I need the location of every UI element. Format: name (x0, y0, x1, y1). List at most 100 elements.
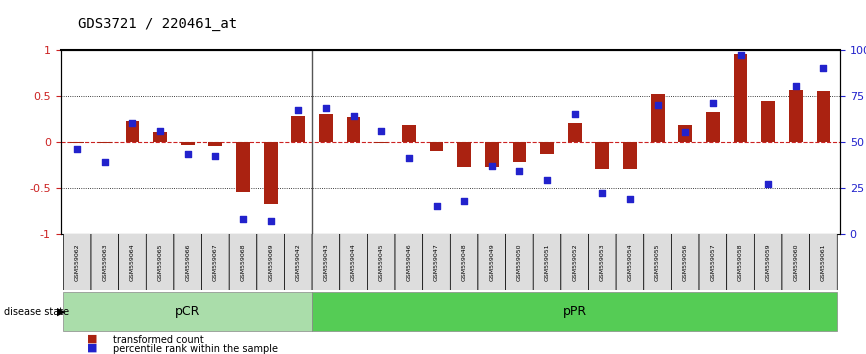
FancyBboxPatch shape (174, 233, 202, 291)
Text: GSM559048: GSM559048 (462, 243, 467, 281)
FancyBboxPatch shape (506, 233, 533, 291)
FancyBboxPatch shape (782, 233, 810, 291)
FancyBboxPatch shape (423, 233, 450, 291)
Point (761, 181, 775, 187)
FancyBboxPatch shape (589, 233, 616, 291)
FancyBboxPatch shape (119, 233, 146, 291)
FancyBboxPatch shape (63, 292, 312, 331)
Point (540, 177, 554, 183)
Point (596, 190, 610, 196)
Text: GSM559049: GSM559049 (489, 243, 494, 281)
Point (402, 155, 416, 161)
FancyBboxPatch shape (229, 233, 257, 291)
Bar (430, 142, 443, 151)
Point (789, 84, 803, 89)
Text: GSM559064: GSM559064 (130, 243, 135, 281)
Bar (734, 54, 747, 142)
Point (319, 105, 333, 111)
Text: ■: ■ (87, 342, 97, 353)
Text: GSM559063: GSM559063 (102, 243, 107, 281)
FancyBboxPatch shape (643, 233, 671, 291)
Text: ■: ■ (87, 333, 97, 344)
Text: pCR: pCR (175, 305, 200, 318)
Bar (817, 91, 830, 142)
Bar (485, 142, 499, 167)
FancyBboxPatch shape (367, 233, 395, 291)
Text: GSM559061: GSM559061 (821, 243, 826, 281)
Bar (513, 142, 527, 162)
Bar (457, 142, 471, 167)
FancyBboxPatch shape (810, 233, 837, 291)
Bar (568, 123, 582, 142)
Text: GSM559044: GSM559044 (351, 243, 356, 281)
Text: GSM559059: GSM559059 (766, 243, 771, 281)
Point (457, 198, 471, 203)
Text: pPR: pPR (563, 305, 587, 318)
Text: disease state: disease state (4, 307, 69, 316)
Bar (789, 90, 803, 142)
Text: GSM559069: GSM559069 (268, 243, 273, 281)
Point (430, 203, 443, 209)
Point (650, 102, 664, 108)
Bar (264, 142, 278, 204)
Text: GSM559050: GSM559050 (517, 243, 522, 281)
FancyBboxPatch shape (91, 233, 119, 291)
Point (153, 128, 167, 133)
FancyBboxPatch shape (699, 233, 727, 291)
Text: GSM559068: GSM559068 (241, 243, 246, 281)
Point (126, 120, 139, 126)
Bar (181, 142, 195, 145)
FancyBboxPatch shape (754, 233, 782, 291)
Point (98, 159, 112, 165)
Text: GSM559060: GSM559060 (793, 243, 798, 281)
Text: GSM559043: GSM559043 (323, 243, 328, 281)
Bar (540, 142, 554, 154)
Point (734, 52, 747, 58)
FancyBboxPatch shape (257, 233, 285, 291)
Point (70, 146, 84, 152)
FancyBboxPatch shape (339, 233, 367, 291)
Text: GSM559056: GSM559056 (682, 243, 688, 281)
Point (374, 128, 388, 133)
FancyBboxPatch shape (478, 233, 506, 291)
Bar (346, 117, 360, 142)
Point (236, 216, 250, 222)
Text: GSM559053: GSM559053 (600, 243, 604, 281)
Text: GSM559058: GSM559058 (738, 243, 743, 281)
Text: GSM559046: GSM559046 (406, 243, 411, 281)
Text: GSM559045: GSM559045 (378, 243, 384, 281)
Text: GSM559054: GSM559054 (628, 243, 632, 281)
Bar (98, 142, 112, 143)
Bar (126, 121, 139, 142)
Text: GSM559055: GSM559055 (655, 243, 660, 281)
Bar (70, 142, 84, 143)
Bar (623, 142, 637, 169)
Bar (236, 142, 250, 192)
Point (485, 163, 499, 169)
FancyBboxPatch shape (146, 233, 174, 291)
FancyBboxPatch shape (616, 233, 643, 291)
Text: percentile rank within the sample: percentile rank within the sample (113, 343, 278, 354)
FancyBboxPatch shape (63, 233, 91, 291)
Bar (678, 125, 692, 142)
FancyBboxPatch shape (727, 233, 754, 291)
Point (513, 168, 527, 174)
Text: GSM559067: GSM559067 (213, 243, 218, 281)
Text: GSM559057: GSM559057 (710, 243, 715, 281)
Text: GSM559062: GSM559062 (74, 243, 80, 281)
FancyBboxPatch shape (312, 292, 837, 331)
Text: GSM559051: GSM559051 (545, 243, 550, 281)
Bar (153, 132, 167, 142)
Point (623, 196, 637, 201)
Point (706, 100, 720, 106)
Text: GSM559047: GSM559047 (434, 243, 439, 281)
Point (181, 152, 195, 157)
Text: GSM559066: GSM559066 (185, 243, 191, 281)
Bar (374, 142, 388, 143)
Text: GSM559042: GSM559042 (296, 243, 301, 281)
FancyBboxPatch shape (671, 233, 699, 291)
FancyBboxPatch shape (202, 233, 229, 291)
Point (291, 108, 305, 113)
Text: GDS3721 / 220461_at: GDS3721 / 220461_at (78, 17, 237, 32)
Text: ▶: ▶ (57, 307, 66, 316)
